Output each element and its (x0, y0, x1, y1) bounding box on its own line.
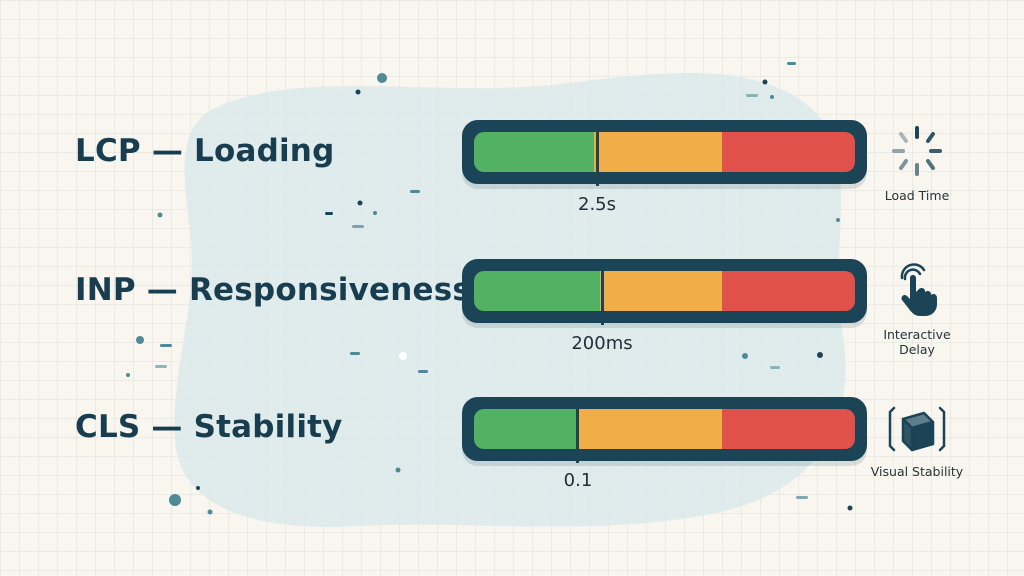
segment-good (474, 409, 579, 449)
threshold-label-lcp: 2.5s (577, 194, 617, 215)
threshold-label-inp: 200ms (571, 333, 633, 354)
caption-inp: Interactive Delay (883, 327, 951, 357)
threshold-tick-inp (601, 269, 604, 325)
metric-title-cls: CLS — Stability (75, 409, 343, 445)
segment-poor (721, 409, 855, 449)
segment-needs-improvement (599, 271, 722, 311)
gauge-bar-cls (462, 397, 867, 461)
gauge-track (474, 409, 855, 449)
metric-title-inp: INP — Responsiveness (75, 272, 471, 308)
caption-lcp: Load Time (884, 188, 950, 203)
segment-needs-improvement (578, 409, 722, 449)
gauge-track (474, 271, 855, 311)
segment-poor (721, 132, 855, 172)
threshold-tick-lcp (596, 130, 599, 186)
cube-icon (888, 406, 946, 452)
tap-hand-icon (900, 263, 937, 316)
caption-cls: Visual Stability (870, 464, 964, 479)
gauge-bar-inp (462, 259, 867, 323)
segment-needs-improvement (594, 132, 722, 172)
threshold-label-cls: 0.1 (563, 470, 593, 491)
gauge-track (474, 132, 855, 172)
metric-title-lcp: LCP — Loading (75, 133, 335, 169)
segment-good (474, 132, 594, 172)
gauge-bar-lcp (462, 120, 867, 184)
threshold-tick-cls (576, 407, 579, 463)
loading-spinner-icon (892, 126, 942, 176)
segment-good (474, 271, 600, 311)
segment-poor (721, 271, 855, 311)
